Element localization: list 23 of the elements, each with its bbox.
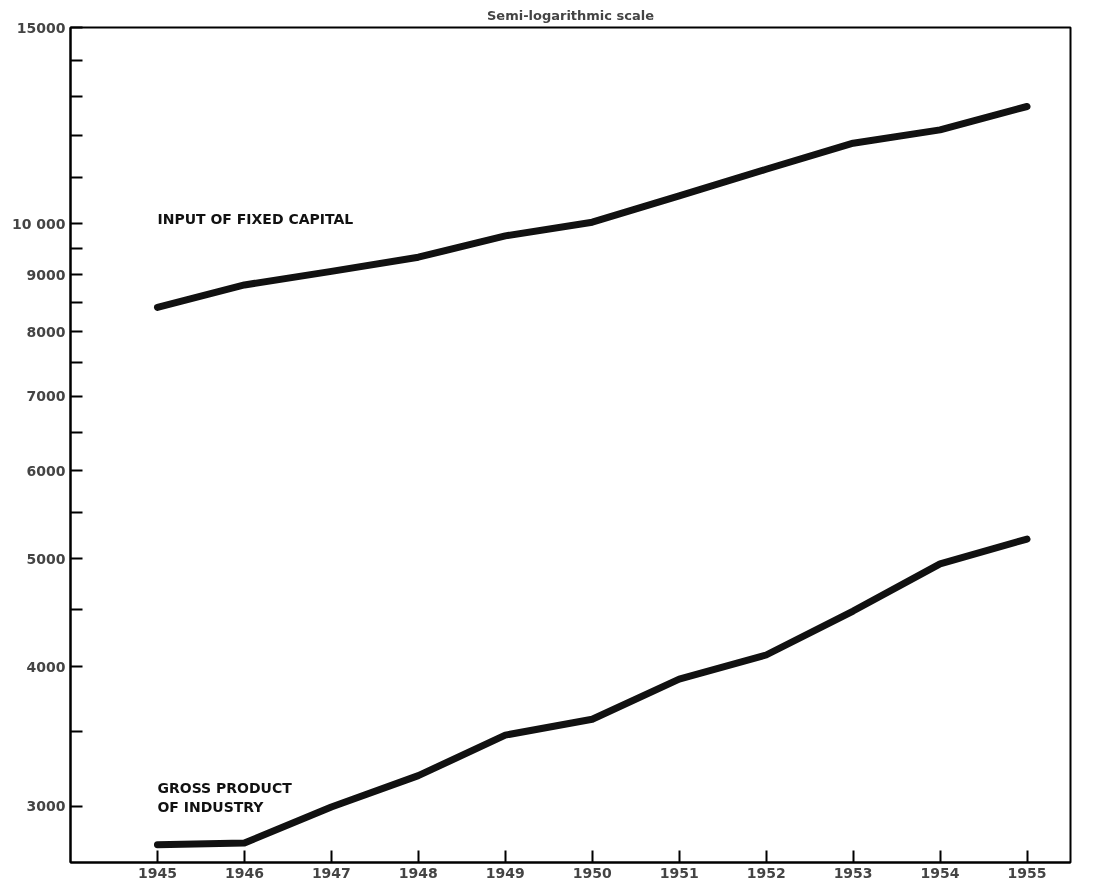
y-tick-label: 9000	[26, 266, 66, 283]
text: INPUT OF FIXED CAPITAL	[157, 211, 354, 228]
x-tick-label: 1950	[572, 864, 612, 881]
y-tick-label: 15000	[16, 19, 66, 36]
y-tick-label: 6000	[26, 462, 66, 479]
x-tick-label: 1954	[920, 864, 960, 881]
x-tick-label: 1953	[833, 864, 873, 881]
x-tick-label: 1945	[137, 864, 177, 881]
y-tick-label: 7000	[26, 388, 66, 405]
x-tick-label: 1952	[746, 864, 786, 881]
y-tick-label: 3000	[26, 798, 66, 815]
y-tick-label: 5000	[26, 550, 66, 567]
x-tick-label: 1949	[485, 864, 525, 881]
x-tick-label: 1947	[311, 864, 351, 881]
y-tick-label: 10 000	[11, 215, 66, 232]
y-tick-label: 8000	[26, 323, 66, 340]
x-tick-label: 1946	[224, 864, 264, 881]
x-tick-label: 1948	[398, 864, 438, 881]
x-tick-label: 1951	[659, 864, 699, 881]
y-tick-label: 4000	[26, 658, 66, 675]
x-tick-label: 1955	[1007, 864, 1047, 881]
series-label: GROSS PRODUCT OF INDUSTRY	[157, 779, 293, 815]
chart-title: Semi-logarithmic scale	[486, 7, 655, 23]
